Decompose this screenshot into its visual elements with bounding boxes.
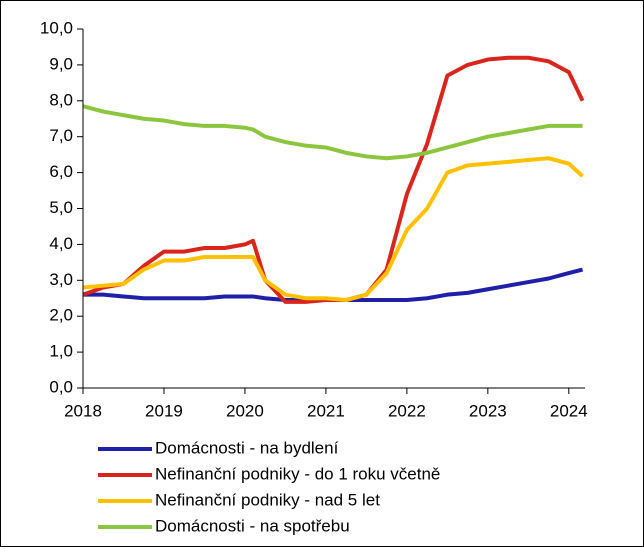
series-line	[82, 104, 583, 161]
series-line	[82, 156, 584, 303]
x-tick-label: 2018	[64, 401, 102, 420]
y-tick-label: 8,0	[49, 90, 73, 109]
y-tick-label: 10,0	[40, 18, 73, 37]
y-tick-label: 6,0	[49, 162, 73, 181]
y-tick-label: 2,0	[49, 306, 73, 325]
y-tick-label: 0,0	[49, 377, 73, 396]
x-tick-label: 2023	[469, 401, 507, 420]
x-tick-label: 2020	[226, 401, 264, 420]
y-tick-label: 7,0	[49, 126, 73, 145]
legend-label: Nefinanční podniky - nad 5 let	[155, 490, 380, 509]
legend-label: Domácnosti - na bydlení	[155, 438, 339, 457]
y-tick-label: 3,0	[49, 270, 73, 289]
x-tick-label: 2019	[145, 401, 183, 420]
legend-label: Domácnosti - na spotřebu	[155, 516, 350, 535]
y-tick-label: 9,0	[49, 54, 73, 73]
x-tick-label: 2022	[388, 401, 426, 420]
y-tick-label: 5,0	[49, 198, 73, 217]
y-tick-label: 4,0	[49, 234, 73, 253]
x-tick-label: 2021	[307, 401, 345, 420]
y-tick-label: 1,0	[49, 342, 73, 361]
x-tick-label: 2024	[550, 401, 588, 420]
legend-label: Nefinanční podniky - do 1 roku včetně	[155, 464, 440, 483]
